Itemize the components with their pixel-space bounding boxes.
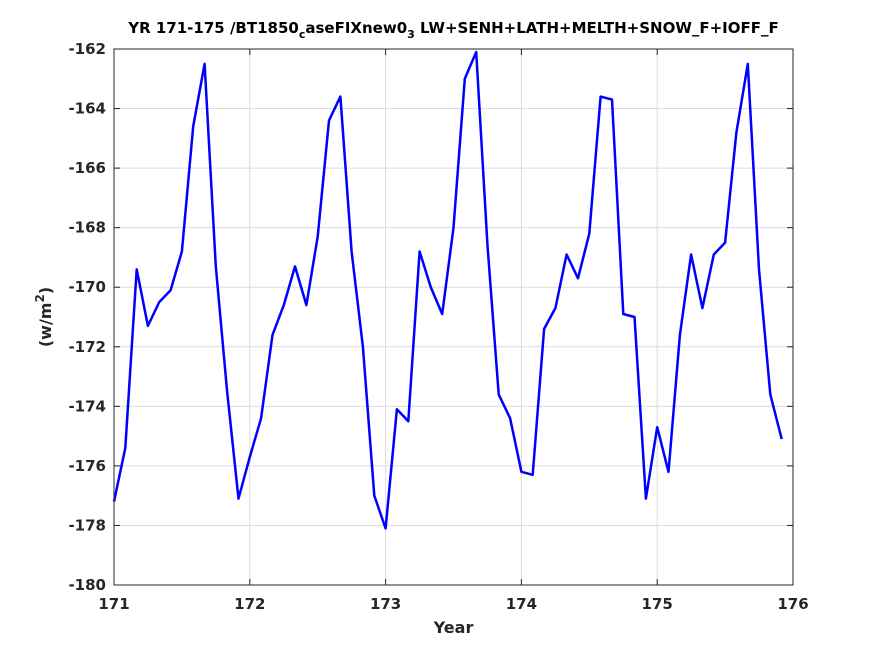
x-tick-label: 175 bbox=[642, 595, 673, 613]
text-part: c bbox=[299, 28, 306, 41]
y-tick-label: -162 bbox=[68, 40, 106, 58]
text-part: LW+SENH+LATH+MELTH+SNOW_F+IOFF_F bbox=[415, 19, 779, 37]
y-tick-label: -174 bbox=[68, 397, 106, 415]
text-part: 2 bbox=[33, 294, 47, 302]
text-part: YR 171-175 /BT1850 bbox=[127, 19, 299, 37]
y-tick-label: -180 bbox=[68, 576, 106, 594]
chart-title: YR 171-175 /BT1850caseFIXnew03 LW+SENH+L… bbox=[127, 19, 779, 41]
y-tick-label: -176 bbox=[68, 457, 106, 475]
x-tick-label: 174 bbox=[506, 595, 537, 613]
series-layer bbox=[112, 50, 783, 530]
ticks-layer: 171 172 173 174 175 176 -180 -178 -176 -174 -172 -1… bbox=[68, 40, 808, 613]
text-part: (w/m bbox=[36, 303, 55, 348]
y-tick-label: -164 bbox=[68, 100, 106, 118]
y-tick-label: -166 bbox=[68, 159, 106, 177]
x-tick-label: 176 bbox=[777, 595, 808, 613]
y-tick-label: -178 bbox=[68, 516, 106, 534]
x-tick-label: 171 bbox=[98, 595, 129, 613]
x-tick-label: 172 bbox=[234, 595, 265, 613]
text-part: ) bbox=[36, 287, 55, 294]
y-tick-label: -172 bbox=[68, 338, 106, 356]
series-line bbox=[112, 50, 783, 530]
text-part: 3 bbox=[407, 28, 415, 41]
y-tick-label: -170 bbox=[68, 278, 106, 296]
x-axis-title: Year bbox=[433, 618, 474, 637]
y-tick-label: -168 bbox=[68, 219, 106, 237]
text-part: aseFIXnew0 bbox=[305, 19, 407, 37]
plot-area-box bbox=[113, 48, 794, 586]
x-tick-label: 173 bbox=[370, 595, 401, 613]
y-axis-title: (w/m2) bbox=[33, 287, 55, 347]
